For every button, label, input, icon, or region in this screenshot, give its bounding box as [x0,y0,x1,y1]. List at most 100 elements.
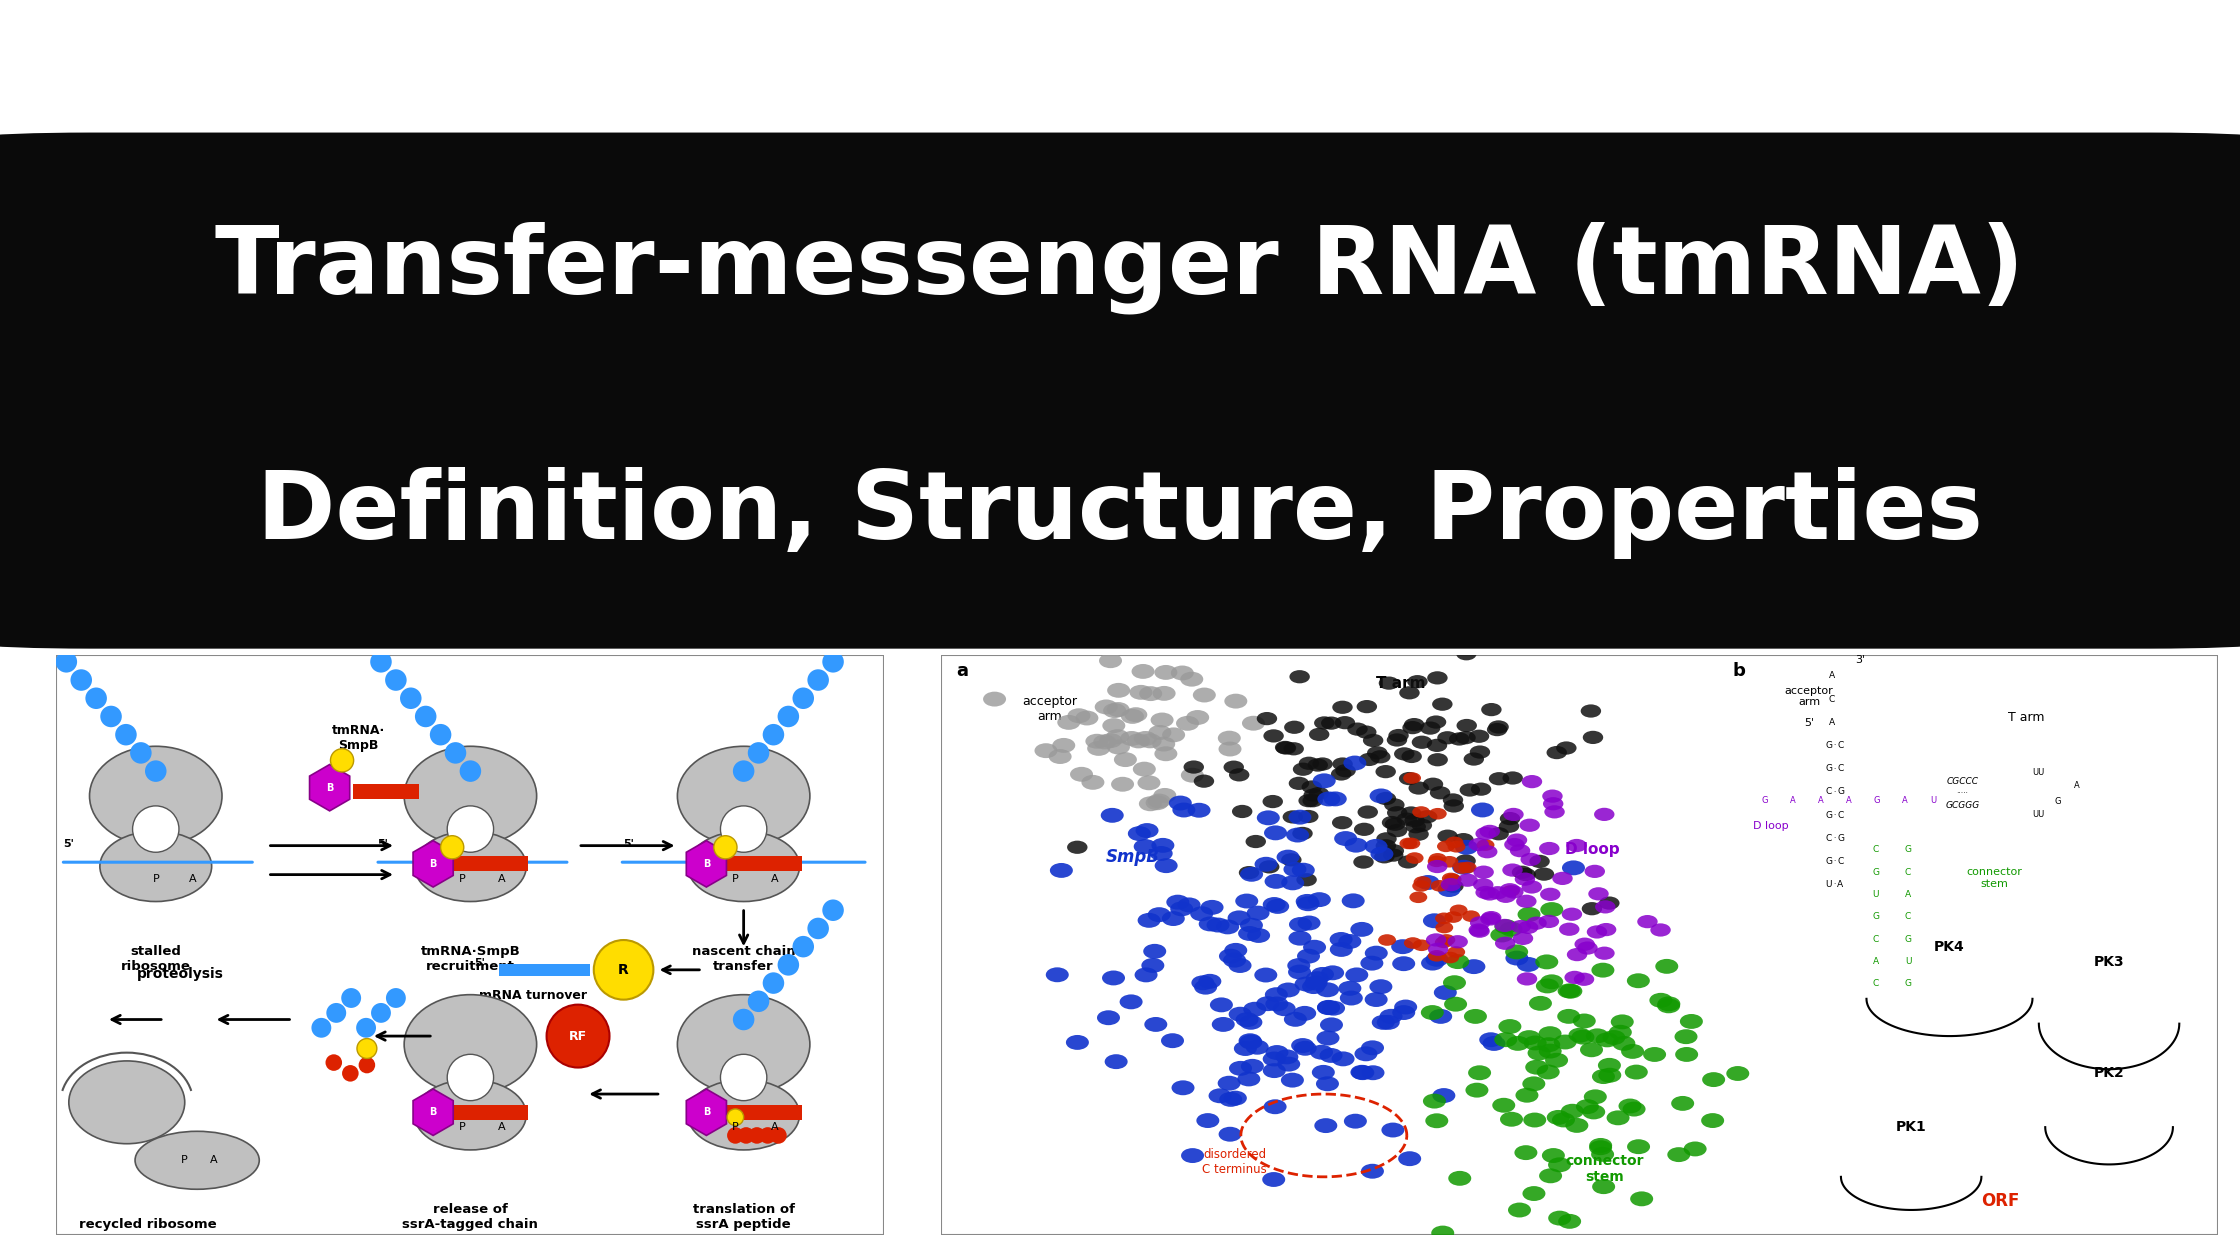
Circle shape [1331,1051,1355,1066]
Circle shape [1243,1002,1266,1017]
Circle shape [1608,1024,1631,1040]
Circle shape [1393,999,1418,1014]
Circle shape [1595,808,1615,822]
Circle shape [1098,1011,1120,1026]
Text: G: G [1826,741,1832,750]
Circle shape [732,760,755,782]
Text: connector
stem: connector stem [1566,1154,1644,1184]
Circle shape [1400,838,1418,849]
Circle shape [594,940,654,999]
Circle shape [1420,1005,1445,1021]
Circle shape [1411,819,1431,832]
Circle shape [1127,733,1149,748]
Circle shape [1521,881,1541,893]
Circle shape [1201,900,1223,915]
FancyBboxPatch shape [0,132,2240,403]
Circle shape [448,806,493,852]
Circle shape [1516,1087,1539,1102]
Circle shape [1136,823,1158,838]
Circle shape [1263,730,1284,742]
Text: A: A [1817,795,1823,805]
Circle shape [1308,728,1328,741]
Circle shape [748,1128,766,1144]
Text: UU: UU [2032,769,2045,777]
Circle shape [1219,949,1241,964]
Circle shape [1409,828,1429,840]
Circle shape [1505,1036,1530,1051]
Ellipse shape [676,746,811,845]
Circle shape [1384,799,1404,811]
Circle shape [1232,805,1252,818]
Circle shape [1443,794,1463,806]
Circle shape [1503,771,1523,785]
Circle shape [1436,922,1454,934]
Circle shape [1241,917,1263,932]
Circle shape [1658,997,1680,1012]
Circle shape [1519,819,1539,832]
Circle shape [1680,1014,1702,1029]
Circle shape [1512,931,1532,945]
Circle shape [1351,1065,1373,1080]
Text: 5': 5' [475,958,486,968]
Circle shape [1120,994,1142,1009]
Circle shape [1548,1110,1570,1125]
Circle shape [1505,950,1528,965]
Circle shape [1154,788,1176,803]
Circle shape [1599,1067,1622,1082]
Circle shape [1487,721,1510,733]
Circle shape [1429,853,1447,864]
Circle shape [1483,1036,1505,1051]
Circle shape [1389,730,1409,742]
Circle shape [448,1055,493,1101]
Circle shape [356,1018,376,1038]
Ellipse shape [403,994,538,1094]
Circle shape [1474,878,1494,892]
Circle shape [1472,803,1494,818]
Circle shape [1147,794,1172,809]
Circle shape [1384,844,1404,857]
Circle shape [1068,708,1091,723]
Circle shape [1487,827,1510,840]
Circle shape [1344,756,1366,770]
Circle shape [1133,839,1156,854]
Circle shape [1138,914,1160,927]
Circle shape [1584,731,1604,745]
Circle shape [1292,827,1313,840]
Circle shape [1440,951,1458,964]
Circle shape [1196,1113,1219,1128]
Circle shape [385,988,405,1008]
Circle shape [1431,879,1449,892]
Circle shape [715,835,737,859]
Circle shape [1239,926,1261,941]
Circle shape [1584,864,1606,878]
Circle shape [1422,777,1443,791]
Circle shape [1219,1092,1243,1106]
Circle shape [1263,795,1284,808]
Circle shape [325,1055,343,1071]
Circle shape [1180,672,1203,687]
Circle shape [1154,685,1176,701]
Circle shape [1086,733,1109,748]
Circle shape [1572,1013,1595,1028]
Circle shape [1557,984,1581,998]
Circle shape [1416,874,1440,890]
Circle shape [1093,735,1116,750]
Circle shape [728,1109,744,1125]
Circle shape [69,669,92,690]
Circle shape [1331,942,1353,956]
Circle shape [1239,866,1259,879]
Circle shape [1543,805,1566,819]
Circle shape [1539,915,1559,929]
Circle shape [1398,856,1418,868]
Circle shape [1107,740,1129,755]
Circle shape [1187,803,1210,818]
Circle shape [1198,974,1221,989]
Circle shape [748,990,768,1012]
Circle shape [1290,670,1310,683]
Circle shape [1288,917,1313,932]
Circle shape [1626,1139,1651,1154]
Circle shape [1254,857,1277,872]
Circle shape [1371,1016,1396,1029]
Circle shape [1566,948,1588,961]
Circle shape [1427,672,1447,684]
